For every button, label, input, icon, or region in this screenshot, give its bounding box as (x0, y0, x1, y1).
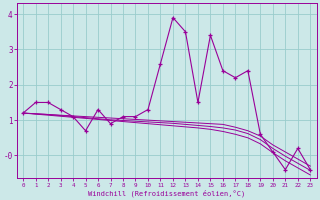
X-axis label: Windchill (Refroidissement éolien,°C): Windchill (Refroidissement éolien,°C) (88, 189, 245, 197)
